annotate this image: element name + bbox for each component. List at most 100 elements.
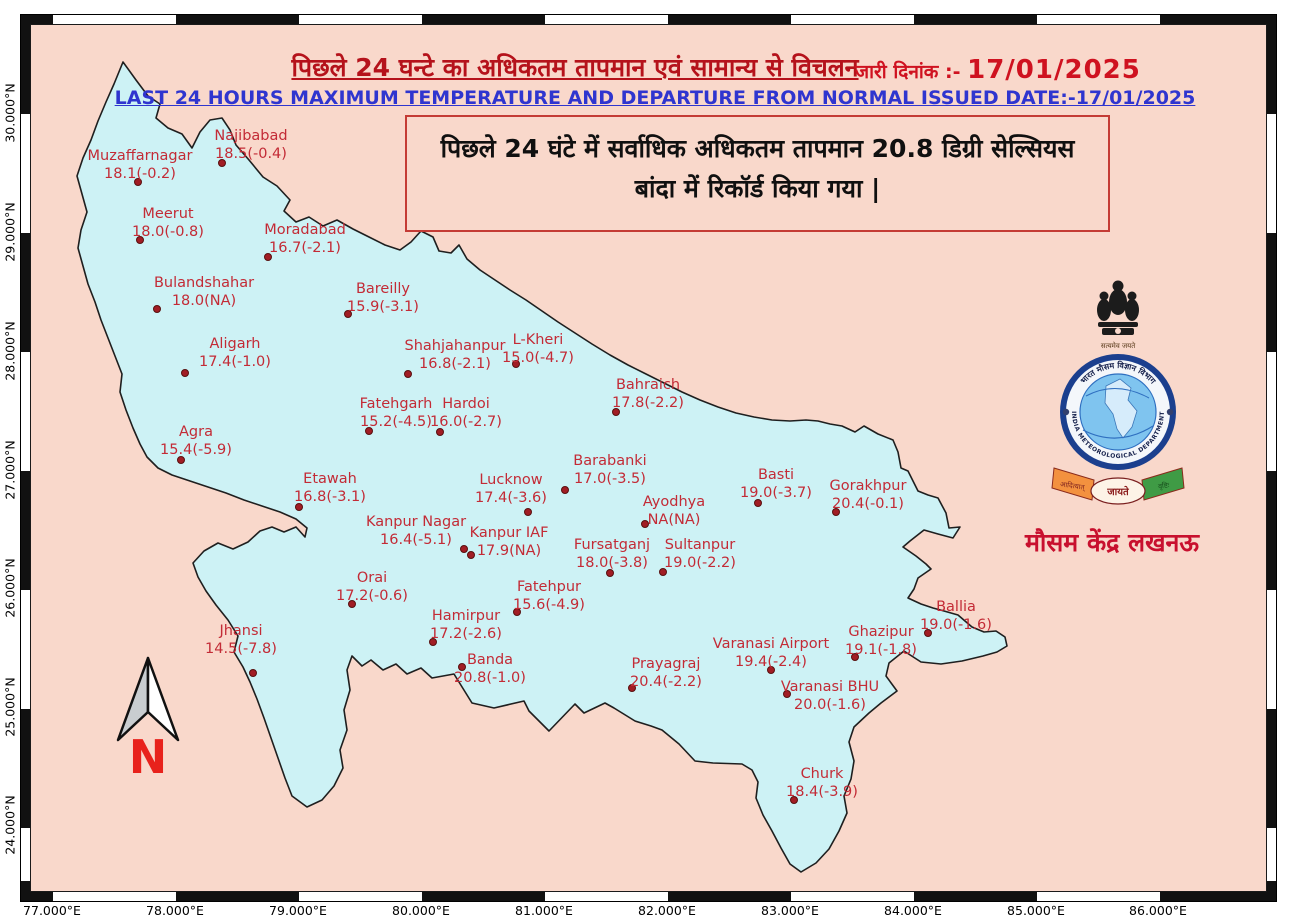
station-dot (790, 796, 798, 804)
station-label: Najibabad 18.5(-0.4) (214, 127, 287, 163)
station-name: Etawah (303, 471, 357, 487)
station-name: Kanpur IAF (469, 525, 549, 541)
y-axis-tick-label: 28.000°N (2, 321, 18, 381)
station-dot (606, 569, 614, 577)
station-temperature: 14.5(-7.8) (205, 641, 277, 657)
station-dot (153, 305, 161, 313)
station-label: Banda 20.8(-1.0) (454, 651, 526, 687)
station-name: Gorakhpur (829, 478, 907, 494)
station-name: Ballia (936, 599, 976, 615)
announcement-line-2: बांदा में रिकॉर्ड किया गया | (634, 174, 881, 203)
x-axis-tick-label: 83.000°E (761, 903, 819, 918)
station-name: Churk (800, 766, 844, 782)
neatline-right (1266, 15, 1276, 901)
station-dot (181, 369, 189, 377)
station-temperature: 19.0(-2.2) (664, 555, 736, 571)
station-name: Bahraich (615, 377, 681, 393)
station-label: Bahraich 17.8(-2.2) (612, 376, 684, 412)
station-label: Gorakhpur 20.4(-0.1) (830, 477, 907, 513)
station-label: Ghazipur 19.1(-1.8) (845, 623, 917, 659)
x-axis-tick-label: 78.000°E (146, 903, 204, 918)
x-axis-tick-label: 79.000°E (269, 903, 327, 918)
record-announcement-box: पिछले 24 घंटे में सर्वाधिक अधिकतम तापमान… (405, 115, 1110, 232)
station-temperature: 20.0(-1.6) (794, 697, 866, 713)
station-temperature: 19.0(-3.7) (740, 485, 812, 501)
station-name: Fatehpur (516, 579, 582, 595)
station-label: Kanpur Nagar 16.4(-5.1) (366, 513, 466, 549)
station-dot (851, 653, 859, 661)
station-label: Orai 17.2(-0.6) (336, 569, 408, 605)
station-name: Fatehgarh (359, 396, 433, 412)
station-label: Varanasi Airport 19.4(-2.4) (713, 635, 829, 671)
station-label: Bareilly 15.9(-3.1) (347, 280, 419, 316)
station-name: Varanasi Airport (712, 636, 830, 652)
station-temperature: 18.0(-0.8) (132, 224, 204, 240)
x-axis-tick-label: 84.000°E (884, 903, 942, 918)
station-dot (783, 690, 791, 698)
station-label: Moradabad 16.7(-2.1) (264, 221, 346, 257)
station-name: Sultanpur (664, 537, 736, 553)
station-label: Fatehpur 15.6(-4.9) (513, 578, 585, 614)
announcement-line-1: पिछले 24 घंटे में सर्वाधिक अधिकतम तापमान… (440, 134, 1075, 163)
station-label: Bulandshahar 18.0(NA) (154, 274, 254, 310)
station-name: Hamirpur (431, 608, 501, 624)
satyameva-text: सत्यमेव जयते (1101, 341, 1136, 350)
station-temperature: 17.0(-3.5) (574, 471, 646, 487)
station-name: Fursatganj (573, 537, 651, 553)
station-dot (467, 551, 475, 559)
station-name: Aligarh (209, 336, 261, 352)
neatline-top (21, 15, 1276, 25)
station-dot (524, 508, 532, 516)
station-label: Basti 19.0(-3.7) (740, 466, 812, 502)
station-temperature: 19.1(-1.8) (845, 642, 917, 658)
station-name: L-Kheri (512, 332, 564, 348)
station-dot (628, 684, 636, 692)
station-dot (754, 499, 762, 507)
station-name: Kanpur Nagar (365, 514, 467, 530)
station-dot (404, 370, 412, 378)
ashoka-emblem-icon (1097, 280, 1139, 335)
station-temperature: NA(NA) (647, 512, 701, 528)
station-temperature: 20.8(-1.0) (454, 670, 526, 686)
station-dot (295, 503, 303, 511)
station-temperature: 16.4(-5.1) (380, 532, 452, 548)
station-name: Varanasi BHU (780, 679, 880, 695)
issue-date-label: जारी दिनांक :- (855, 61, 961, 83)
station-temperature: 17.4(-1.0) (199, 354, 271, 370)
station-dots-layer (134, 159, 932, 804)
svg-text:जायते: जायते (1106, 485, 1130, 498)
station-name: Agra (179, 424, 213, 440)
station-dot (436, 428, 444, 436)
station-label: Fursatganj 18.0(-3.8) (574, 536, 650, 572)
station-dot (249, 669, 257, 677)
station-temperature: 16.7(-2.1) (269, 240, 341, 256)
station-dot (641, 520, 649, 528)
station-dot (460, 545, 468, 553)
station-label: Sultanpur 19.0(-2.2) (664, 536, 736, 572)
station-name: Barabanki (573, 453, 647, 469)
station-label: Prayagraj 20.4(-2.2) (630, 655, 702, 691)
station-temperature: 18.4(-3.9) (786, 784, 858, 800)
station-name: Lucknow (479, 472, 543, 488)
station-temperature: 17.9(NA) (476, 543, 542, 559)
station-temperature: 15.0(-4.7) (502, 350, 574, 366)
station-name: Jhansi (219, 623, 263, 639)
y-axis-tick-label: 30.000°N (2, 83, 18, 143)
station-label: Muzaffarnagar 18.1(-0.2) (88, 147, 193, 183)
station-temperature: 15.6(-4.9) (513, 597, 585, 613)
station-dot (136, 236, 144, 244)
logo-ribbon: आदित्यात् जायते वृष्टिः (1051, 467, 1185, 505)
x-axis-tick-label: 82.000°E (638, 903, 696, 918)
station-label: Jhansi 14.5(-7.8) (205, 622, 277, 658)
north-arrow-label: N (128, 730, 168, 784)
station-label: L-Kheri 15.0(-4.7) (502, 331, 574, 367)
station-name: Meerut (142, 206, 194, 222)
station-name: Banda (466, 652, 514, 668)
station-label: Lucknow 17.4(-3.6) (475, 471, 547, 507)
station-name: Ayodhya (642, 494, 706, 510)
station-dot (177, 456, 185, 464)
y-axis-tick-label: 25.000°N (2, 677, 18, 737)
station-name: Hardoi (442, 396, 490, 412)
